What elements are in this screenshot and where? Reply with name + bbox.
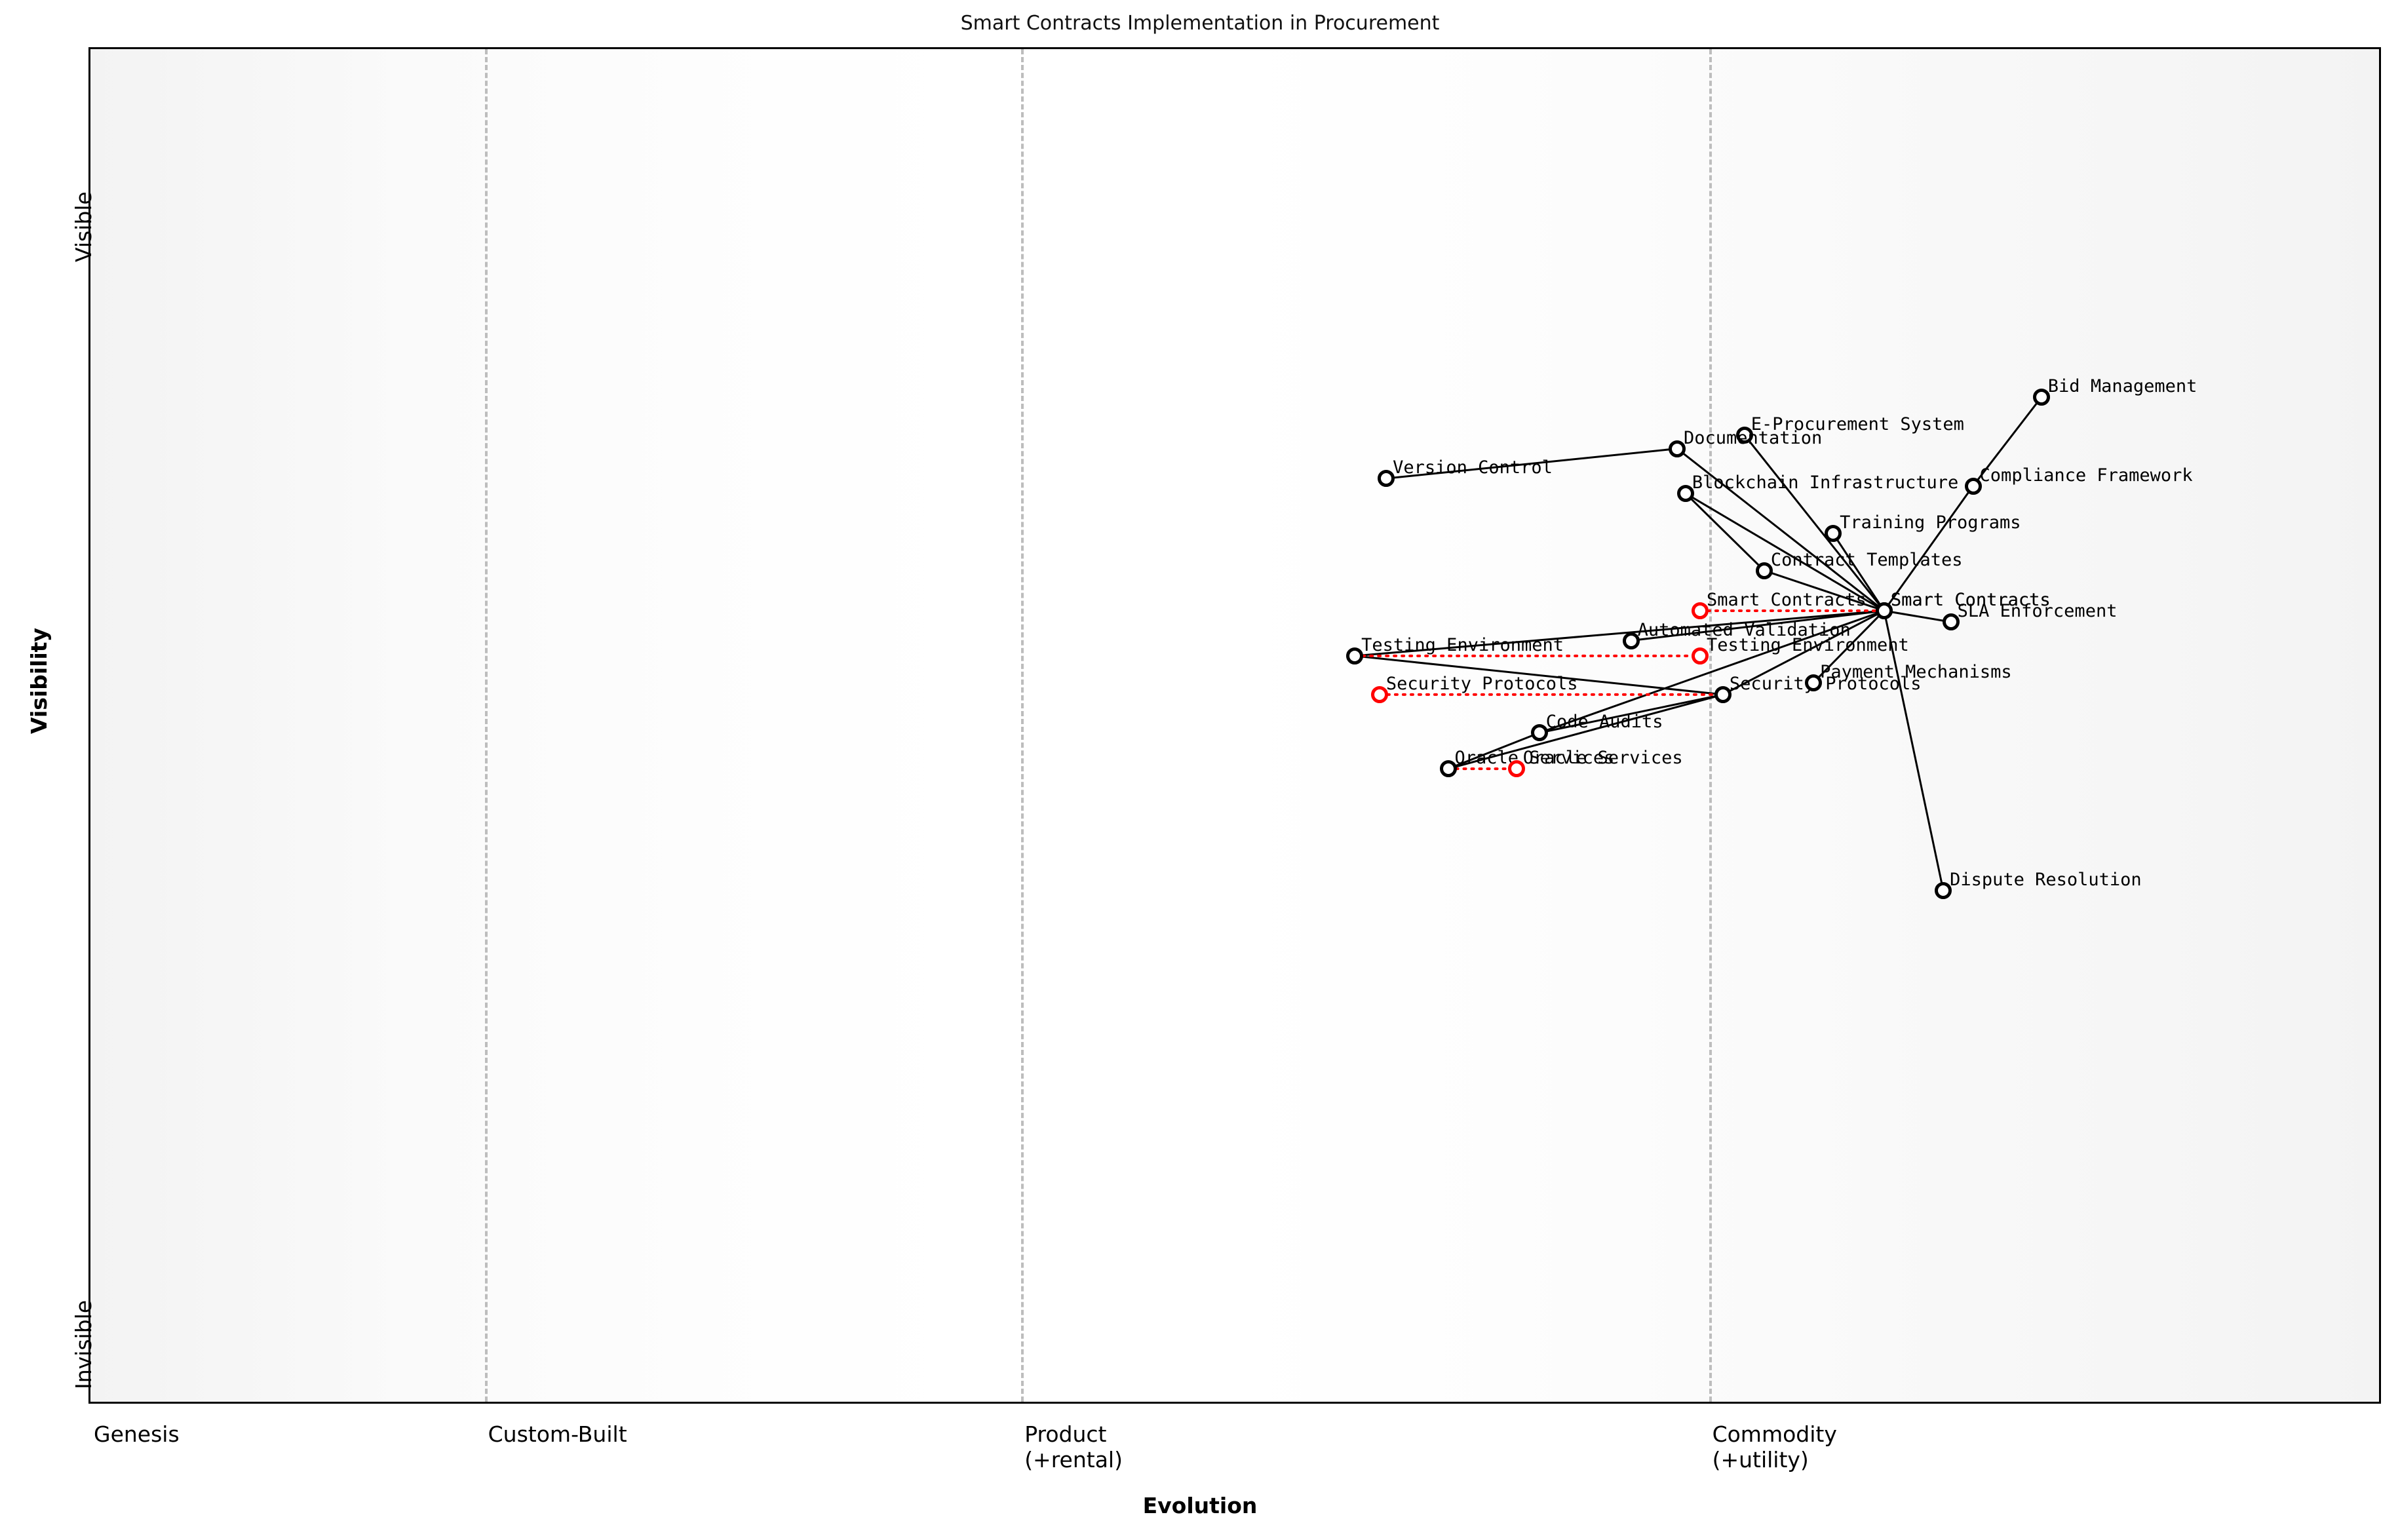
node-label-e-procurement-system: E-Procurement System bbox=[1751, 414, 1964, 434]
gridline-2 bbox=[1709, 49, 1712, 1402]
x-tick-2: Product (+rental) bbox=[1024, 1421, 1123, 1473]
node-training-programs[interactable] bbox=[1825, 525, 1842, 543]
node-security-protocols[interactable] bbox=[1714, 685, 1732, 703]
node-label-payment-mechanisms: Payment Mechanisms bbox=[1820, 661, 2012, 682]
node-code-audits[interactable] bbox=[1530, 724, 1548, 742]
dependency-link bbox=[1884, 609, 1951, 623]
dependency-links bbox=[1354, 396, 2042, 891]
dependency-link bbox=[1743, 434, 1886, 611]
node-label-testing-environment-t: Testing Environment bbox=[1706, 634, 1909, 655]
node-label-smart-contracts-dup: Smart Contracts bbox=[1890, 589, 2051, 610]
dependency-link bbox=[1764, 569, 1885, 612]
dependency-link bbox=[1684, 492, 1765, 571]
node-dispute-resolution[interactable] bbox=[1935, 881, 1952, 899]
node-label-testing-environment: Testing Environment bbox=[1361, 634, 1564, 655]
node-compliance-framework[interactable] bbox=[1964, 477, 1982, 495]
node-testing-environment[interactable] bbox=[1346, 647, 1364, 664]
y-axis-title: Visibility bbox=[26, 627, 52, 734]
node-documentation[interactable] bbox=[1668, 440, 1686, 457]
node-label-dispute-resolution: Dispute Resolution bbox=[1950, 869, 2142, 890]
node-payment-mechanisms[interactable] bbox=[1805, 674, 1823, 691]
x-tick-0: Genesis bbox=[94, 1421, 180, 1447]
link-layer bbox=[1353, 396, 2042, 891]
node-version-control[interactable] bbox=[1378, 470, 1395, 488]
gridline-0 bbox=[484, 49, 488, 1402]
node-label-oracle-services: Oracle Services bbox=[1454, 748, 1615, 769]
dependency-link bbox=[1972, 396, 2042, 487]
node-label-training-programs: Training Programs bbox=[1840, 512, 2021, 533]
node-label-version-control: Version Control bbox=[1393, 457, 1553, 478]
dependency-link bbox=[1813, 609, 1885, 683]
node-sla-enforcement[interactable] bbox=[1942, 613, 1960, 631]
node-label-oracle-services-t: Oracle Services bbox=[1522, 748, 1683, 769]
node-smart-contracts-t[interactable] bbox=[1691, 602, 1709, 619]
y-tick-1: Invisible bbox=[71, 1299, 96, 1389]
node-automated-validation[interactable] bbox=[1622, 632, 1640, 649]
node-contract-templates[interactable] bbox=[1755, 562, 1773, 579]
y-tick-0: Visible bbox=[71, 191, 96, 262]
node-security-protocols-t[interactable] bbox=[1370, 685, 1388, 703]
dependency-link bbox=[1447, 731, 1540, 770]
node-label-security-protocols-t: Security Protocols bbox=[1385, 673, 1578, 694]
node-label-blockchain-infra: Blockchain Infrastructure bbox=[1692, 472, 1959, 493]
evolution-arrows bbox=[1353, 609, 1886, 771]
node-bid-management[interactable] bbox=[2032, 389, 2050, 406]
dependency-link bbox=[1354, 655, 1724, 696]
node-testing-environment-t[interactable] bbox=[1691, 647, 1709, 664]
node-e-procurement-system[interactable] bbox=[1735, 426, 1753, 444]
x-tick-3: Commodity (+utility) bbox=[1712, 1421, 1837, 1473]
node-label-bid-management: Bid Management bbox=[2047, 376, 2197, 397]
node-label-compliance-framework: Compliance Framework bbox=[1979, 465, 2193, 486]
dependency-link bbox=[1385, 448, 1678, 480]
node-label-code-audits: Code Audits bbox=[1545, 712, 1663, 733]
node-label-documentation: Documentation bbox=[1683, 427, 1823, 448]
node-label-sla-enforcement: SLA Enforcement bbox=[1957, 601, 2118, 622]
dependency-link bbox=[1685, 492, 1885, 612]
gridline-1 bbox=[1021, 49, 1024, 1402]
dependency-link bbox=[1722, 609, 1885, 696]
page-title: Smart Contracts Implementation in Procur… bbox=[960, 12, 1440, 35]
plot-area: Smart Contracts Smart Contracts Bid Manage… bbox=[88, 47, 2381, 1404]
dependency-link bbox=[1631, 609, 1885, 642]
node-blockchain-infra[interactable] bbox=[1676, 484, 1694, 502]
node-label-security-protocols: Security Protocols bbox=[1729, 673, 1922, 694]
node-label-contract-templates: Contract Templates bbox=[1770, 549, 1963, 570]
x-axis-title: Evolution bbox=[1142, 1493, 1258, 1518]
x-tick-1: Custom-Built bbox=[488, 1421, 627, 1447]
dependency-link bbox=[1539, 693, 1724, 734]
node-oracle-services-t[interactable] bbox=[1507, 760, 1525, 778]
dependency-link bbox=[1676, 448, 1885, 612]
dependency-link bbox=[1448, 693, 1724, 770]
dependency-link bbox=[1883, 610, 1945, 891]
node-smart-contracts-dup[interactable] bbox=[1875, 602, 1893, 619]
dependency-link bbox=[1539, 609, 1885, 734]
dependency-link bbox=[1832, 533, 1886, 611]
node-label-automated-validation: Automated Validation bbox=[1637, 619, 1851, 640]
node-label-smart-contracts-t: Smart Contracts bbox=[1706, 589, 1867, 610]
node-oracle-services[interactable] bbox=[1439, 760, 1457, 778]
dependency-link bbox=[1883, 485, 1974, 611]
dependency-link bbox=[1355, 609, 1884, 657]
node-label-smart-contracts: Smart Contracts bbox=[1890, 589, 2051, 610]
